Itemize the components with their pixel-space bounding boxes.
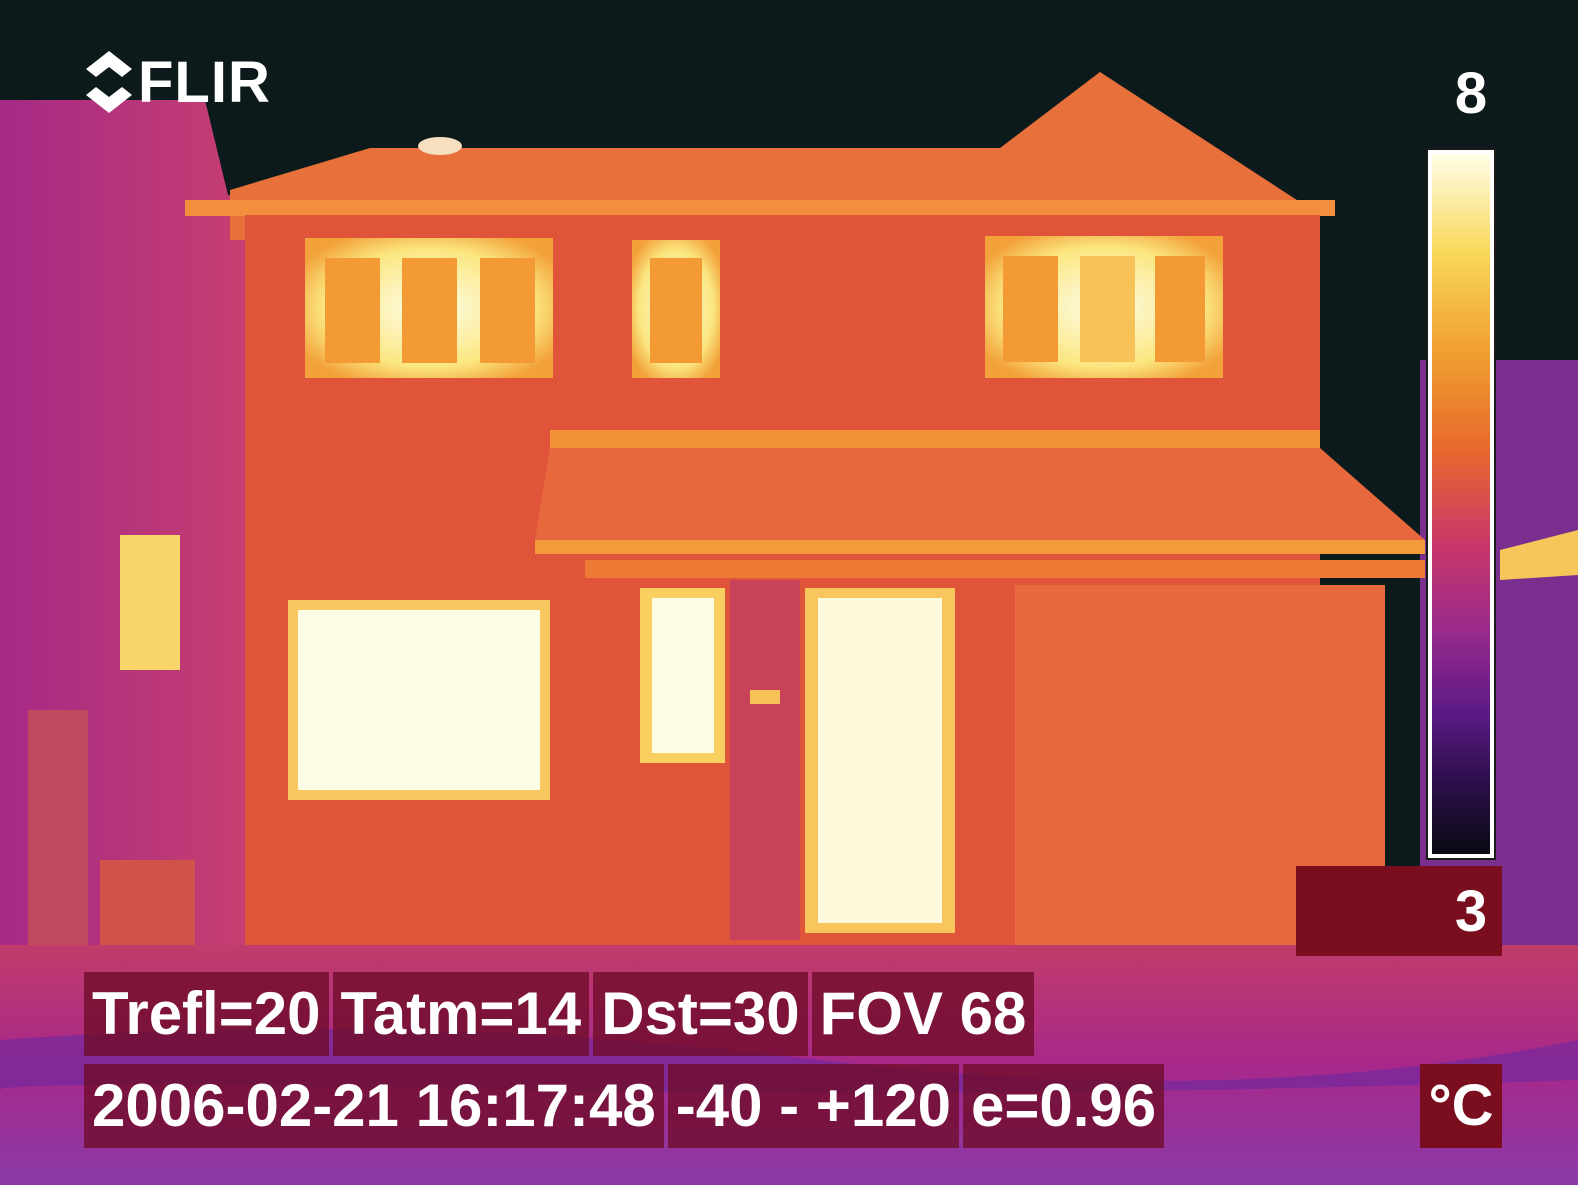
temperature-color-scale: [1426, 148, 1496, 860]
upper-window-right-pane-3: [1155, 256, 1205, 362]
tatm-readout: Tatm=14: [332, 972, 590, 1056]
parameter-row: Trefl=20 Tatm=14 Dst=30 FOV 68: [84, 972, 1035, 1056]
trefl-readout: Trefl=20: [84, 972, 329, 1056]
porch-lintel: [585, 560, 1425, 578]
porch-lamp: [750, 690, 780, 704]
left-house-window: [120, 535, 180, 670]
readout-row: 2006-02-21 16:17:48 -40 - +120 e=0.96: [84, 1064, 1165, 1148]
main-roof: [230, 72, 1320, 240]
scale-min-value: 3: [1454, 879, 1488, 944]
porch-wall: [730, 580, 800, 940]
flir-diamond-icon: [86, 51, 132, 113]
distance-readout: Dst=30: [593, 972, 808, 1056]
scale-min-swatch: [1296, 866, 1502, 956]
porch-roof: [535, 448, 1425, 540]
scale-max-value: 8: [1454, 61, 1488, 126]
unit-readout: °C: [1420, 1064, 1502, 1148]
datetime-readout: 2006-02-21 16:17:48: [84, 1064, 664, 1148]
porch-roof-gutter: [535, 540, 1425, 554]
flir-logo-text: FLIR: [138, 49, 271, 115]
porch-side-window-glass: [652, 598, 714, 753]
fov-readout: FOV 68: [811, 972, 1035, 1056]
upper-window-left-pane-3: [480, 258, 535, 363]
range-readout: -40 - +120: [667, 1064, 959, 1148]
emissivity-readout: e=0.96: [962, 1064, 1165, 1148]
porch-roof-edge: [550, 430, 1320, 448]
flir-logo: FLIR: [86, 49, 271, 115]
upper-window-left-pane-2: [402, 258, 457, 363]
lower-window-left-glass: [298, 610, 540, 790]
gutter: [185, 200, 1335, 216]
upper-window-middle-pane: [650, 258, 702, 363]
upper-window-left-pane-1: [325, 258, 380, 363]
roof-vent: [418, 137, 462, 155]
front-door-glass: [818, 598, 942, 923]
upper-window-right-pane-1: [1003, 256, 1058, 362]
upper-window-right-pane-2: [1080, 256, 1135, 362]
hot-pipe: [1500, 530, 1578, 580]
